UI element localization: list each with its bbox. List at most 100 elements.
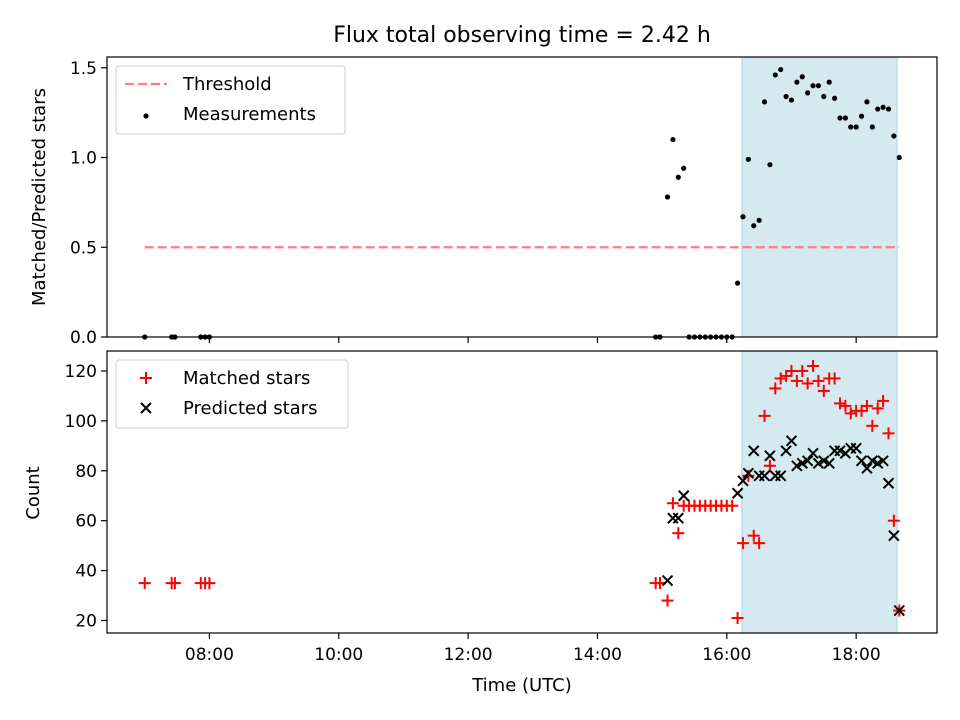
predicted-star-marker	[893, 604, 905, 617]
legend: Threshold Measurements	[115, 65, 346, 135]
y-tick-label: 80	[75, 462, 97, 482]
measurement-point	[880, 104, 886, 110]
marker-stroke	[807, 447, 819, 460]
x-tick-label: 12:00	[444, 645, 493, 665]
legend-label: Matched stars	[183, 368, 310, 389]
marker-stroke	[801, 455, 814, 467]
marker-stroke	[661, 574, 674, 587]
legend-label: Measurements	[183, 104, 316, 125]
measurement-point	[772, 72, 778, 78]
predicted-star-marker	[737, 475, 749, 487]
marker-stroke	[893, 604, 905, 617]
y-tick-label: 1.0	[70, 149, 97, 169]
y-tick-label: 100	[65, 412, 97, 432]
marker-stroke	[780, 445, 792, 457]
measurement-point	[740, 214, 746, 220]
axes-frame	[106, 56, 938, 338]
axes-frame	[106, 350, 938, 634]
predicted-star-marker	[667, 512, 679, 524]
measurement-point	[842, 115, 848, 121]
marker-stroke	[677, 490, 690, 502]
matched-star-marker	[887, 514, 900, 527]
measurement-point	[745, 156, 751, 162]
predicted-star-marker	[731, 487, 744, 499]
bottom-panel: 20 40 60 80 100 120 08:00 10:00 12:00 14:00 16:00 1…	[65, 350, 938, 665]
measurement-point	[799, 74, 805, 80]
matched-star-marker	[661, 594, 674, 607]
matched-star-marker	[672, 527, 685, 540]
matched-star-marker	[726, 499, 739, 512]
marker-stroke	[850, 442, 862, 455]
measurement-point	[815, 83, 822, 89]
predicted-star-marker	[672, 512, 685, 524]
y-tick-label: 1.5	[70, 59, 97, 79]
predicted-star-marker	[888, 529, 900, 542]
matched-star-marker	[833, 397, 846, 410]
matched-star-marker	[812, 374, 825, 387]
marker-stroke	[866, 455, 879, 467]
legend-box	[115, 359, 349, 429]
matched-star-marker	[866, 419, 879, 432]
measurement-point	[875, 106, 881, 112]
marker-stroke	[672, 512, 685, 524]
marker-stroke	[855, 455, 868, 467]
predicted-star-marker	[677, 490, 690, 502]
measurement-point	[761, 99, 768, 105]
y-tick-label: 120	[65, 362, 97, 382]
measurement-point	[734, 280, 741, 286]
highlight-span	[741, 351, 898, 633]
measurement-point	[885, 106, 892, 112]
legend-predicted-swatch	[140, 402, 152, 414]
measurement-point	[848, 124, 854, 130]
measurement-point	[751, 223, 757, 229]
measurement-point	[810, 83, 816, 89]
highlight-span	[741, 57, 898, 337]
matched-star-marker	[203, 577, 216, 590]
x-tick-label: 18:00	[832, 645, 881, 665]
matched-star-marker	[839, 399, 852, 412]
marker-stroke	[861, 462, 873, 474]
matched-star-marker	[817, 384, 830, 397]
predicted-star-marker	[774, 470, 787, 482]
measurement-point	[664, 194, 671, 200]
measurement-point	[767, 162, 773, 168]
predicted-star-marker	[861, 462, 873, 474]
measurement-point	[826, 79, 832, 85]
legend-box	[115, 65, 346, 135]
measurement-point	[837, 115, 843, 121]
marker-stroke	[731, 487, 744, 499]
predicted-star-marker	[850, 442, 862, 455]
matched-star-marker	[168, 577, 181, 590]
matched-star-marker	[138, 577, 151, 590]
legend-label: Threshold	[182, 74, 272, 95]
measurement-point	[681, 165, 687, 171]
matched-star-marker	[828, 372, 841, 385]
marker-stroke	[834, 445, 846, 457]
matched-star-marker	[753, 537, 766, 550]
y-tick-label: 0.5	[70, 238, 97, 258]
marker-stroke	[888, 529, 900, 542]
matched-star-marker	[882, 427, 895, 440]
predicted-star-marker	[748, 445, 760, 457]
marker-stroke	[823, 457, 835, 470]
measurement-point	[891, 133, 897, 139]
predicted-star-marker	[801, 455, 814, 467]
top-panel: 0.0 0.5 1.0 1.5 Threshold Measurements	[70, 56, 938, 348]
matched-star-marker	[790, 374, 803, 387]
marker-stroke	[877, 455, 889, 467]
measurement-point	[778, 66, 784, 73]
matched-star-marker	[860, 399, 873, 412]
y-tick-label: 60	[75, 512, 97, 532]
matched-star-marker	[747, 529, 760, 542]
measurement-point	[869, 124, 875, 130]
marker-stroke	[748, 445, 760, 457]
predicted-star-marker	[823, 457, 835, 470]
measurement-point	[858, 113, 865, 119]
predicted-star-marker	[742, 467, 755, 479]
predicted-star-marker	[855, 455, 868, 467]
marker-stroke	[742, 467, 755, 479]
measurement-point	[831, 95, 838, 101]
y-tick-label: 20	[75, 612, 97, 632]
x-tick-label: 16:00	[702, 645, 751, 665]
predicted-star-marker	[785, 435, 798, 447]
